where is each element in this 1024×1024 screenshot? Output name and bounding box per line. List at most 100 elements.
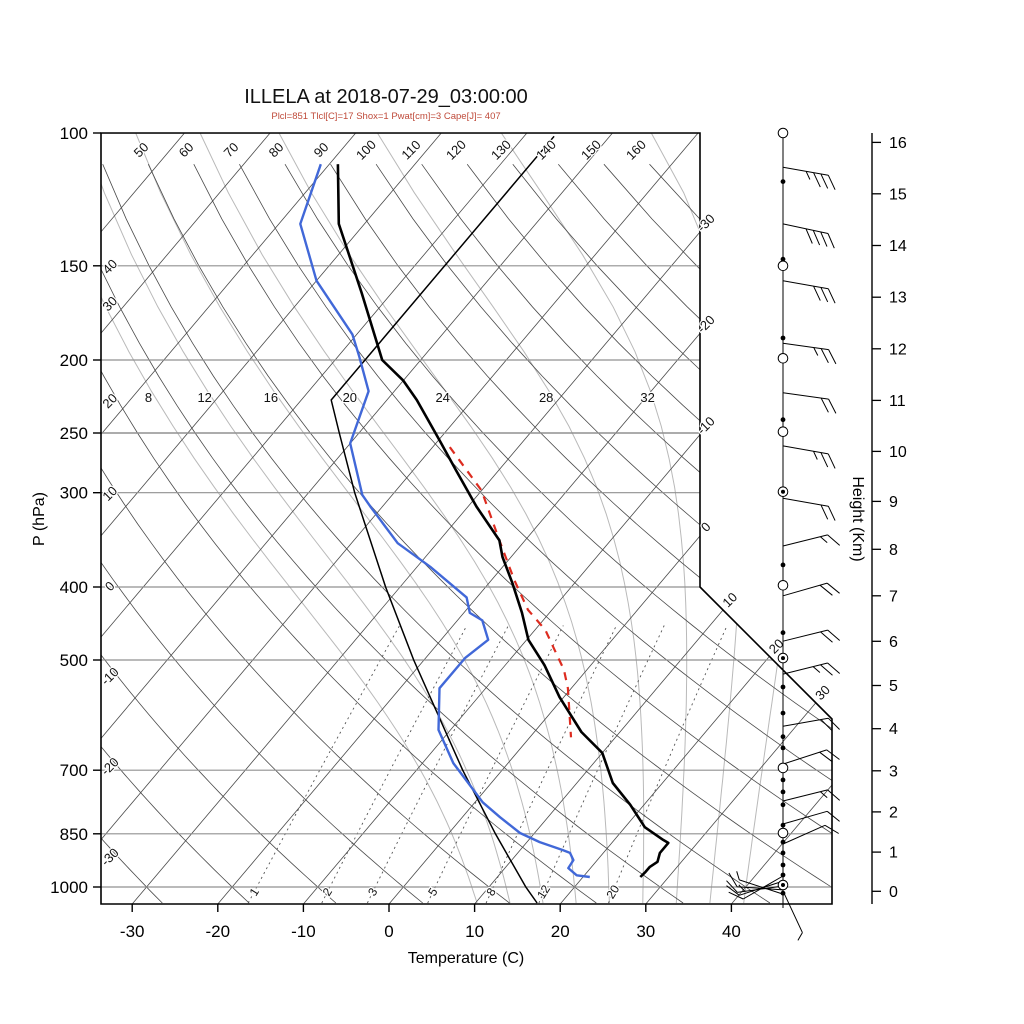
dry-adiabat [101,164,163,904]
wind-level-dot [780,179,786,185]
dry-adiabat [193,164,832,904]
isotherm [101,133,271,904]
dry-adiabat [101,164,597,904]
height-tick-label: 14 [889,238,907,255]
temperature-tick-label: -10 [291,922,316,941]
wind-level-circle [777,580,789,591]
height-tick-label: 8 [889,542,898,559]
wind-barb [782,582,840,597]
wind-level-dot [780,734,786,740]
isotherm [0,133,99,904]
wind-barb-column [726,127,841,941]
wind-barb [782,534,841,547]
temperature-tick-label: 30 [636,922,655,941]
moist-adiabat [376,133,645,904]
wind-barb [782,342,837,365]
moist-adiabat [199,133,577,904]
dry-adiabat [101,164,684,904]
wind-level-dot [780,862,786,868]
mixing-ratio-line [247,625,400,904]
grid-moist-adiabats [101,133,815,904]
grid-label: 28 [539,390,553,405]
mixing-ratio-line [608,625,728,904]
pressure-tick-label: 400 [60,578,88,597]
dry-adiabat [375,163,832,904]
dewpoint-curve [299,163,590,879]
isotherm [101,133,699,904]
isotherm [217,133,832,904]
mixing-ratio-line [427,625,564,904]
chart-title: ILLELA at 2018-07-29_03:00:00 [244,86,528,108]
dry-adiabat [101,164,423,904]
pressure-tick-label: 250 [60,424,88,443]
grid-label: 24 [435,390,449,405]
height-tick-label: 7 [889,588,898,605]
dry-adiabat [649,163,832,904]
grid-label: 12 [534,882,553,901]
height-tick-label: 5 [889,678,898,695]
dry-adiabat [101,164,250,904]
grid-label: 40 [99,256,120,277]
wind-level-bullseye-dot [781,489,785,494]
wind-barb [782,223,835,249]
isotherm [645,133,832,904]
wind-barb [726,880,784,893]
wind-level-circle [777,762,789,774]
grid-layer [0,133,832,904]
moist-adiabat [101,133,511,904]
grid-label: 80 [266,139,287,160]
moist-adiabat [743,133,815,904]
wind-barb [782,810,840,825]
grid-mixing-ratio-lines [247,625,728,904]
parcel-curve [448,446,573,738]
grid-label: 140 [533,137,559,163]
grid-label: 100 [353,137,379,163]
wind-barb [782,497,836,521]
isotherm [559,133,832,904]
grid-label-layer: 50 60 70 80 90 100 110 120 130 140 150 160403020100… [97,136,835,903]
wind-barb [728,872,784,891]
dry-adiabat [147,164,832,904]
wind-barb [782,789,841,802]
wind-level-dot [780,630,786,636]
dry-adiabat [466,163,832,904]
grid-label: 20 [99,390,120,411]
pressure-tick-label: 200 [60,351,88,370]
wind-level-bullseye-dot [781,656,785,661]
grid-label: 10 [719,589,740,610]
grid-label: 130 [488,137,514,163]
mixing-ratio-line [321,625,468,904]
pressure-tick-label: 1000 [50,878,88,897]
moist-adiabat [650,133,743,904]
temperature-tick-label: 40 [722,922,741,941]
grid-label: 8 [145,390,152,405]
grid-label: 150 [578,137,604,163]
grid-label: 30 [99,293,120,314]
temperature-tick-label: -20 [206,922,231,941]
height-tick-label: 15 [889,186,907,203]
height-tick-label: 0 [889,884,898,901]
wind-level-circle [777,127,789,139]
pressure-tick-label: 500 [60,651,88,670]
pressure-tick-label: 300 [60,484,88,503]
grid-isotherms [0,133,832,904]
height-tick-label: 9 [889,494,898,511]
height-tick-label: 3 [889,763,898,780]
grid-label: 10 [99,483,120,504]
isotherm [474,133,832,904]
mixing-ratio-line [366,625,509,904]
pressure-tick-label: 150 [60,257,88,276]
wind-barb [782,890,803,941]
grid-label: 160 [623,137,649,163]
grid-label: 50 [131,139,152,160]
wind-level-dot [780,335,786,341]
dry-adiabat [603,163,832,904]
mixing-ratio-line [485,625,617,904]
pressure-tick-label: 850 [60,825,88,844]
height-tick-label: 11 [889,393,906,410]
wind-barb [782,824,839,845]
height-tick-label: 1 [889,845,898,862]
grid-pressure-lines [101,133,832,888]
grid-label: 16 [264,390,278,405]
wind-level-dot [780,850,786,856]
